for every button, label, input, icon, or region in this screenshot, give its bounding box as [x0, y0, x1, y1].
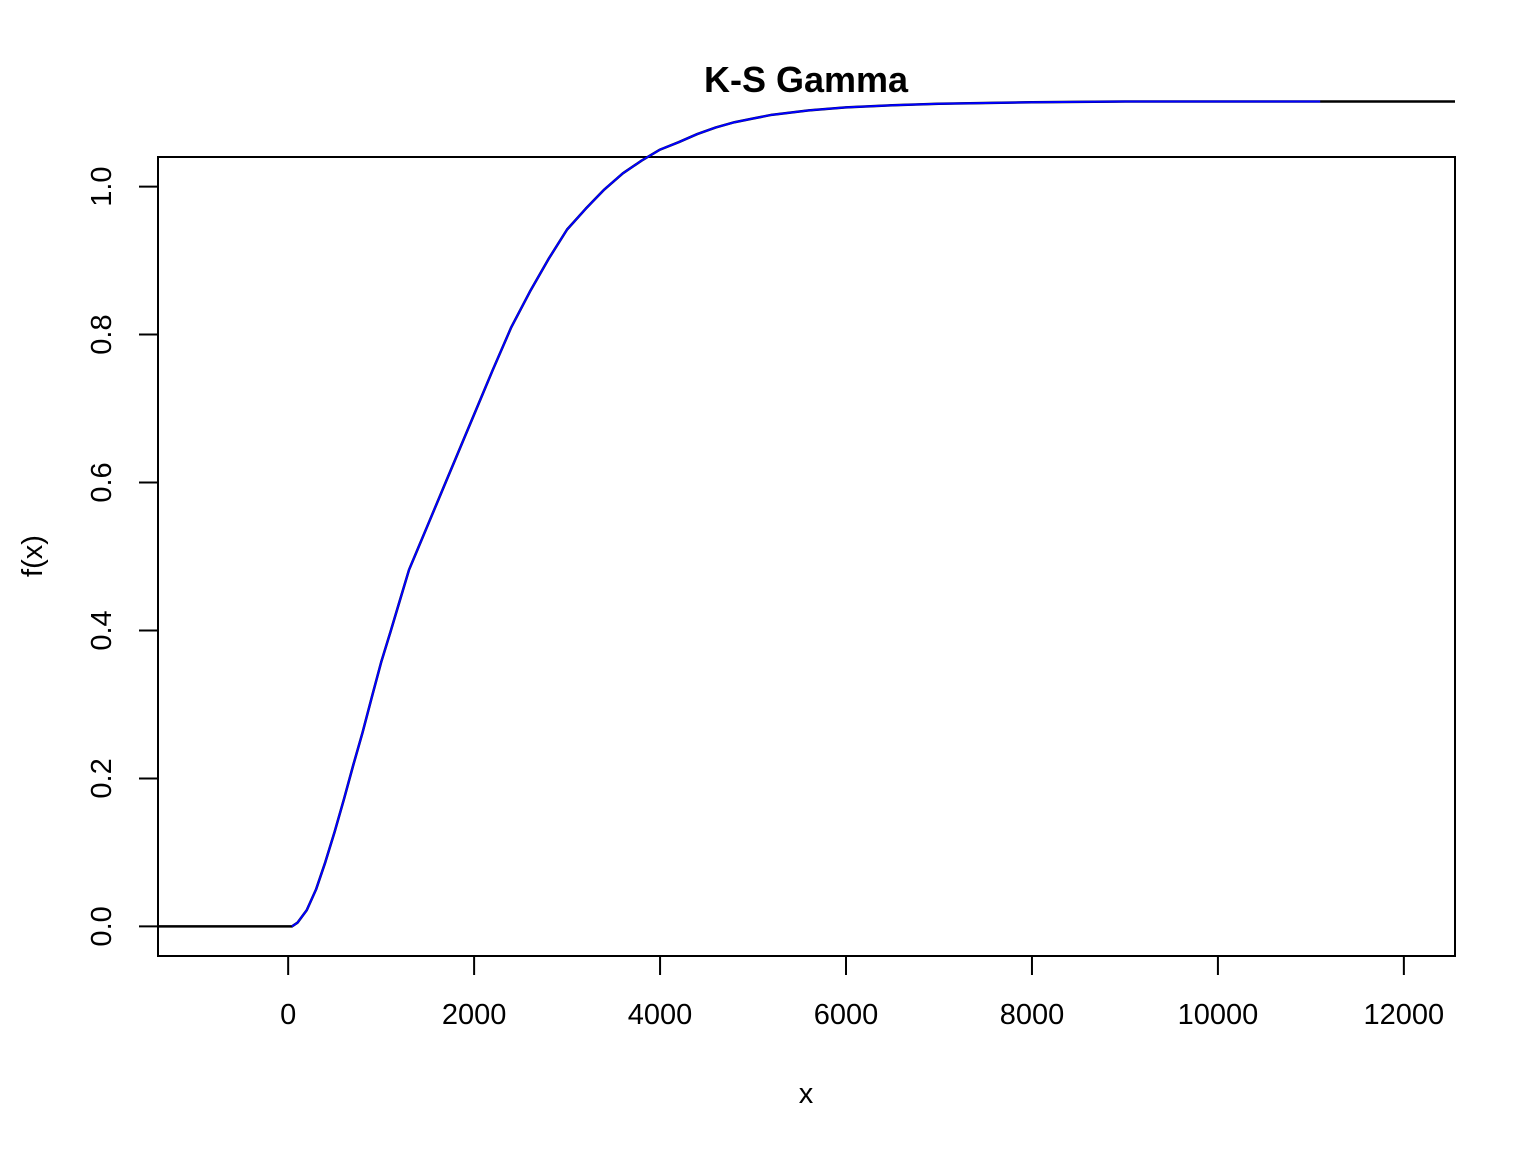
y-tick-label: 0.2	[86, 758, 118, 798]
x-tick-label: 4000	[628, 999, 693, 1031]
plot-frame	[157, 156, 1456, 957]
x-axis: 0 2000 4000 6000 8000 10000 12000	[280, 955, 1445, 1031]
x-axis-label: x	[799, 1078, 814, 1110]
x-tick-label: 2000	[442, 999, 507, 1031]
x-tick-label: 12000	[1364, 999, 1445, 1031]
y-tick-label: 0.6	[86, 462, 118, 502]
y-tick-label: 0.0	[86, 906, 118, 946]
x-tick-label: 8000	[1000, 999, 1065, 1031]
x-tick-label: 10000	[1178, 999, 1259, 1031]
x-tick-label: 6000	[814, 999, 879, 1031]
y-axis-label: f(x)	[17, 535, 49, 577]
empirical-cdf-line	[158, 100, 1455, 928]
x-tick-label: 0	[280, 999, 296, 1031]
y-tick-label: 1.0	[86, 166, 118, 206]
chart-title: K-S Gamma	[704, 59, 909, 100]
gamma-cdf-line	[291, 100, 1321, 928]
y-axis: 0.0 0.2 0.4 0.6 0.8 1.0	[86, 166, 158, 947]
y-tick-label: 0.8	[86, 314, 118, 354]
y-tick-label: 0.4	[86, 610, 118, 650]
series-layer	[158, 100, 1455, 928]
